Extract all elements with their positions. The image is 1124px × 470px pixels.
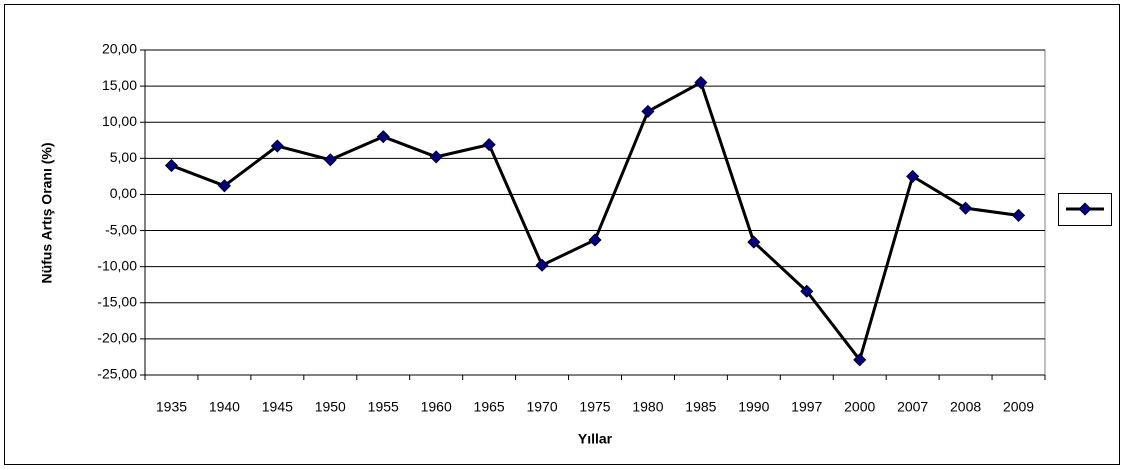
x-tick-label: 2009 (1003, 399, 1034, 415)
data-point (270, 139, 284, 153)
x-tick-label: 1960 (421, 399, 452, 415)
data-point (1011, 208, 1026, 222)
data-point (959, 201, 973, 215)
y-tick-label: -25,00 (97, 366, 137, 382)
data-point (694, 75, 708, 90)
y-tick-label: 15,00 (102, 77, 137, 93)
x-tick-label: 1940 (209, 399, 240, 415)
x-tick-label: 1970 (526, 399, 557, 415)
data-point (323, 153, 337, 167)
data-point (482, 138, 496, 152)
x-tick-label: 1990 (738, 399, 769, 415)
x-tick-label: 2000 (844, 399, 875, 415)
data-point (164, 158, 179, 173)
y-tick-label: -15,00 (97, 293, 137, 309)
x-tick-label: 1997 (791, 399, 822, 415)
y-tick-label: -5,00 (105, 221, 137, 237)
x-tick-label: 1945 (262, 399, 293, 415)
x-tick-label: 2007 (897, 399, 928, 415)
y-tick-label: -20,00 (97, 330, 137, 346)
y-tick-label: 10,00 (102, 113, 137, 129)
x-tick-label: 1935 (156, 399, 187, 415)
data-point (535, 258, 549, 272)
y-tick-label: 0,00 (110, 185, 137, 201)
data-point (217, 179, 231, 193)
data-point (853, 353, 867, 367)
data-point (800, 284, 814, 298)
y-tick-label: 5,00 (110, 149, 137, 165)
x-axis-title: Yıllar (578, 431, 613, 447)
x-tick-label: 1955 (368, 399, 399, 415)
y-tick-label: 20,00 (102, 41, 137, 57)
data-point (641, 104, 655, 118)
data-point (906, 169, 920, 183)
x-tick-label: 1950 (315, 399, 346, 415)
x-tick-label: 2008 (950, 399, 981, 415)
chart-border (4, 4, 1120, 465)
y-tick-label: -10,00 (97, 257, 137, 273)
data-point (376, 130, 390, 144)
legend-marker (1078, 202, 1092, 216)
x-tick-label: 1965 (474, 399, 505, 415)
data-point (429, 150, 443, 164)
x-tick-label: 1985 (685, 399, 716, 415)
y-axis-title: Nüfus Artış Oranı (%) (39, 142, 55, 283)
data-point (747, 235, 761, 249)
x-tick-label: 1980 (632, 399, 663, 415)
data-point (588, 233, 602, 247)
x-tick-label: 1975 (579, 399, 610, 415)
